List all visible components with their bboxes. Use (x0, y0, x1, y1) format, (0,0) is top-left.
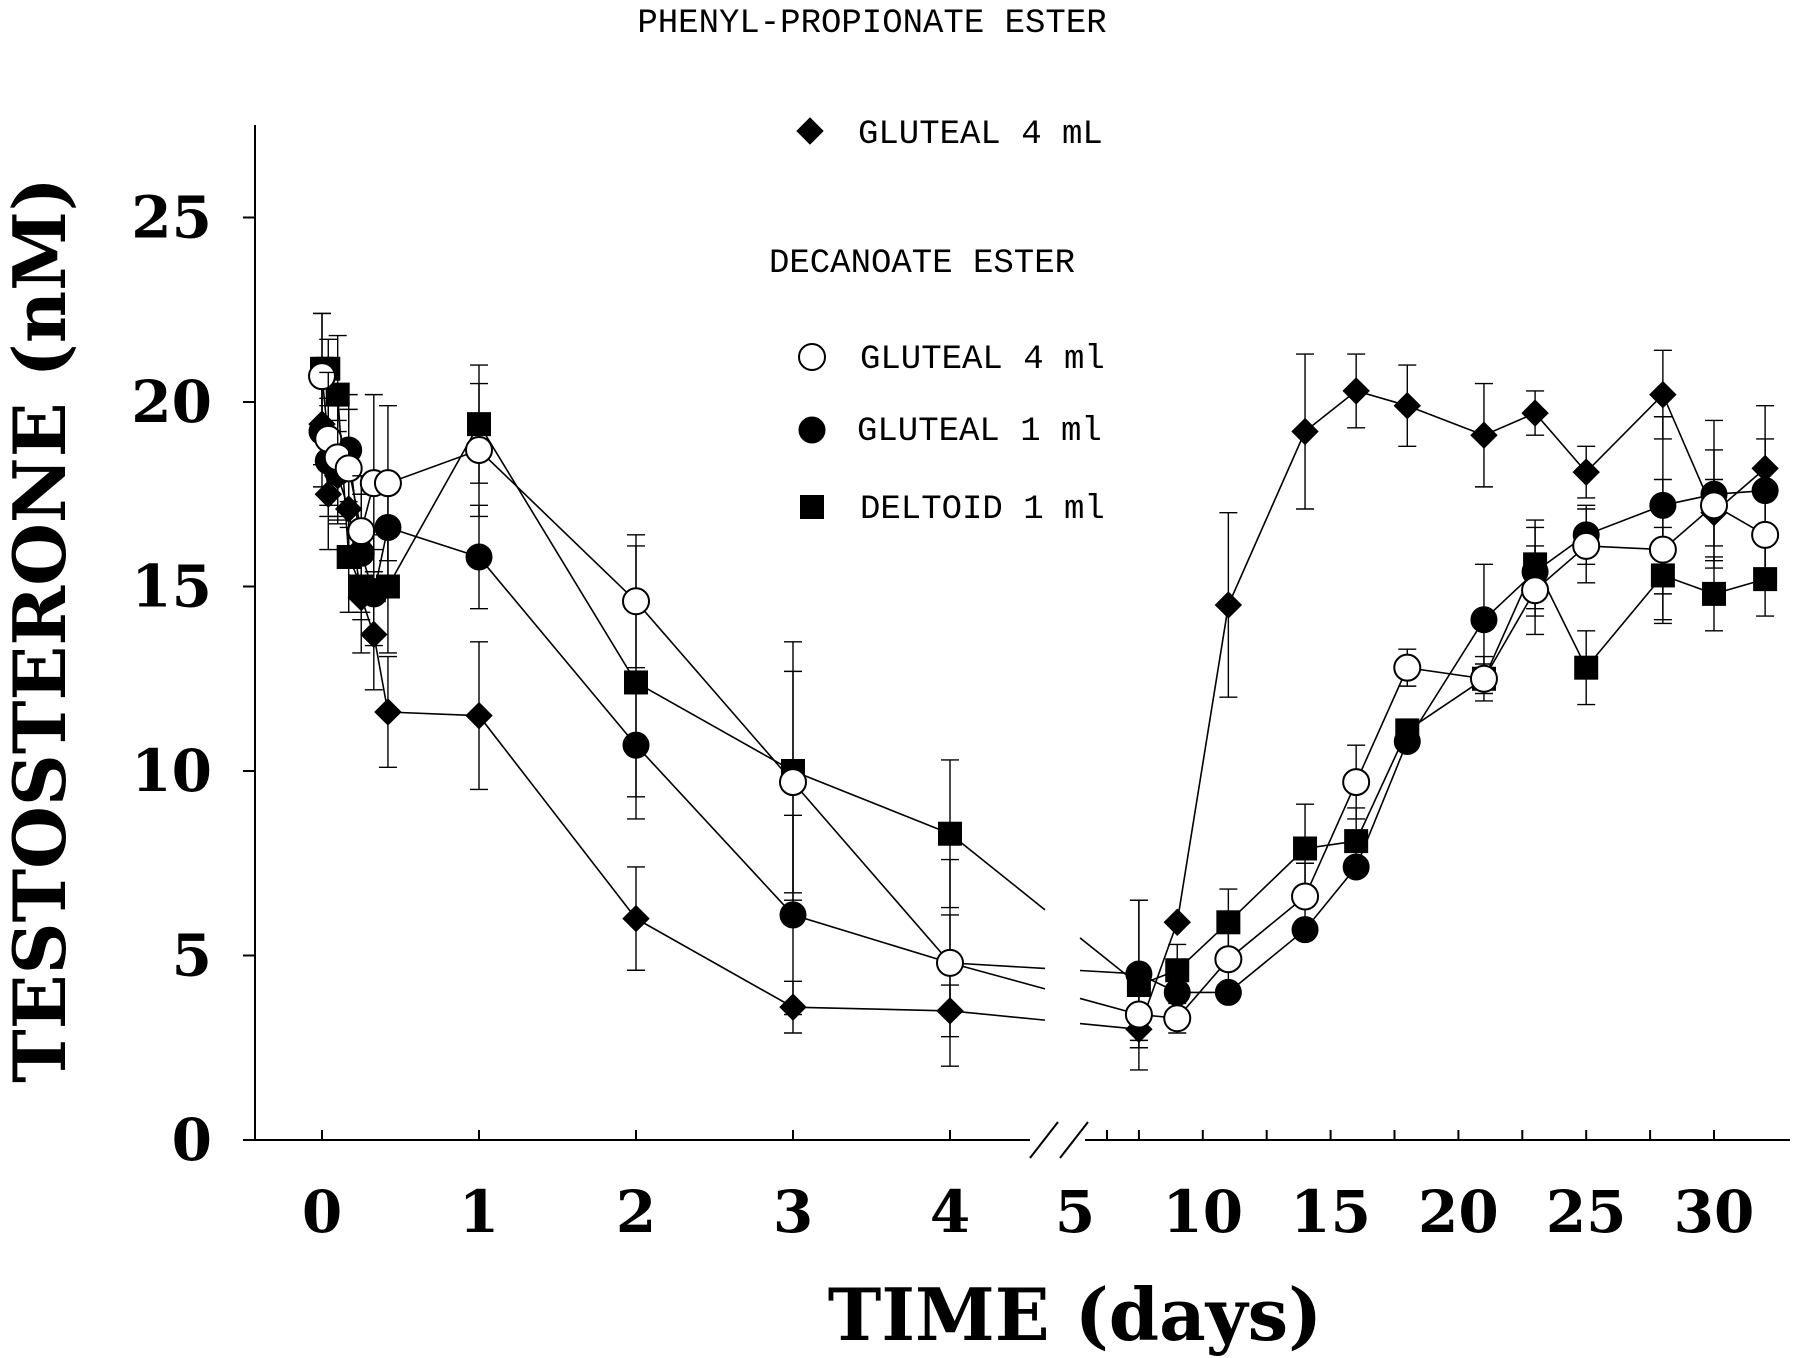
series-gluteal-4-ml-1 (308, 312, 1780, 1042)
x-tick-label: 0 (302, 1178, 342, 1246)
data-point (465, 435, 493, 464)
data-point (936, 948, 964, 977)
legend-label-gluteal-4ml-decanoate: GLUTEAL 4 ml (860, 341, 1105, 379)
x-tick-label: 20 (1418, 1178, 1499, 1246)
legend-marker-filled-circle (798, 416, 826, 444)
axis-break-mark (1059, 1121, 1089, 1159)
data-point (779, 768, 807, 797)
y-tick-label: 5 (172, 922, 212, 990)
data-point (1470, 606, 1498, 634)
data-point (1393, 653, 1422, 682)
data-point (1163, 908, 1191, 936)
series-line (949, 962, 1046, 990)
legend: GLUTEAL 4 mL GLUTEAL 4 ml GLUTEAL 1 ml D… (796, 116, 1105, 529)
series-line (1138, 390, 1766, 1030)
data-point (1125, 960, 1153, 988)
data-point (347, 583, 375, 612)
data-point (1469, 664, 1498, 693)
data-point (1163, 1004, 1192, 1033)
axis-break-mark (1029, 1121, 1059, 1159)
data-point (334, 454, 363, 483)
x-tick-label: 25 (1546, 1178, 1627, 1246)
data-point (1293, 836, 1318, 861)
data-point (1342, 377, 1370, 405)
series-gluteal-1-ml-2 (308, 375, 1779, 1067)
series-line (949, 962, 1046, 970)
y-tick-label: 15 (131, 553, 212, 621)
data-point (360, 620, 388, 649)
x-tick-label: 1 (459, 1178, 499, 1246)
legend-heading-phenyl-propionate: PHENYL-PROPIONATE ESTER (637, 5, 1106, 43)
y-axis-title: TESTOSTERONE (nM) (0, 177, 82, 1083)
data-point (1649, 380, 1677, 409)
data-point (1751, 454, 1779, 483)
legend-label-gluteal-4ml-phenyl: GLUTEAL 4 mL (858, 116, 1103, 154)
data-point (1572, 531, 1601, 560)
y-tick-label: 20 (131, 368, 212, 436)
data-point (779, 993, 807, 1021)
series-line (949, 1010, 1046, 1021)
y-tick-label: 0 (172, 1106, 212, 1174)
data-point (373, 469, 402, 498)
series-line (949, 833, 1046, 911)
legend-label-deltoid-1ml: DELTOID 1 ml (860, 491, 1105, 529)
data-point (779, 901, 807, 929)
legend-marker-diamond (796, 117, 824, 145)
data-point (622, 731, 650, 759)
data-point (347, 517, 376, 546)
data-point (1393, 727, 1421, 755)
x-axis-title: TIME (days) (828, 1272, 1322, 1357)
y-tick-label: 25 (131, 184, 212, 252)
data-point (465, 543, 493, 571)
data-point (1124, 1000, 1153, 1029)
y-tick-label: 10 (131, 737, 212, 805)
series-gluteal-4-ml-0 (308, 349, 1779, 1049)
data-point (622, 587, 650, 616)
data-point (1648, 535, 1677, 564)
x-tick-label: 30 (1674, 1178, 1755, 1246)
data-point (1291, 417, 1319, 446)
data-point (1702, 581, 1726, 606)
legend-heading-decanoate: DECANOATE ESTER (769, 245, 1075, 283)
data-point (1163, 978, 1191, 1006)
data-point (1470, 421, 1498, 449)
x-tick-label: 5 (1055, 1178, 1095, 1246)
x-tick-label: 15 (1290, 1178, 1371, 1246)
data-point (622, 904, 650, 933)
data-point (1214, 945, 1243, 974)
data-point (1572, 458, 1600, 486)
data-point (1574, 655, 1599, 680)
data-point (1751, 520, 1780, 549)
data-point (1521, 399, 1549, 427)
data-point (1291, 882, 1320, 911)
data-point (1393, 391, 1421, 420)
data-point (374, 698, 402, 726)
data-point (1521, 576, 1550, 605)
legend-label-gluteal-1ml: GLUTEAL 1 ml (857, 413, 1102, 451)
x-tick-label: 3 (773, 1178, 813, 1246)
data-point (1214, 591, 1243, 619)
data-point (308, 362, 336, 391)
data-point (465, 701, 493, 730)
data-point (1700, 491, 1728, 520)
legend-marker-filled-square (800, 495, 824, 519)
data-point (1342, 853, 1370, 881)
data-point (1216, 910, 1241, 935)
data-point (1342, 768, 1371, 797)
legend-marker-open-circle (798, 343, 826, 371)
x-tick-label: 2 (616, 1178, 656, 1246)
data-point (1344, 829, 1369, 854)
data-point (938, 821, 962, 846)
x-tick-label: 4 (930, 1178, 970, 1246)
data-point (624, 670, 648, 695)
x-tick-label: 10 (1162, 1178, 1243, 1246)
